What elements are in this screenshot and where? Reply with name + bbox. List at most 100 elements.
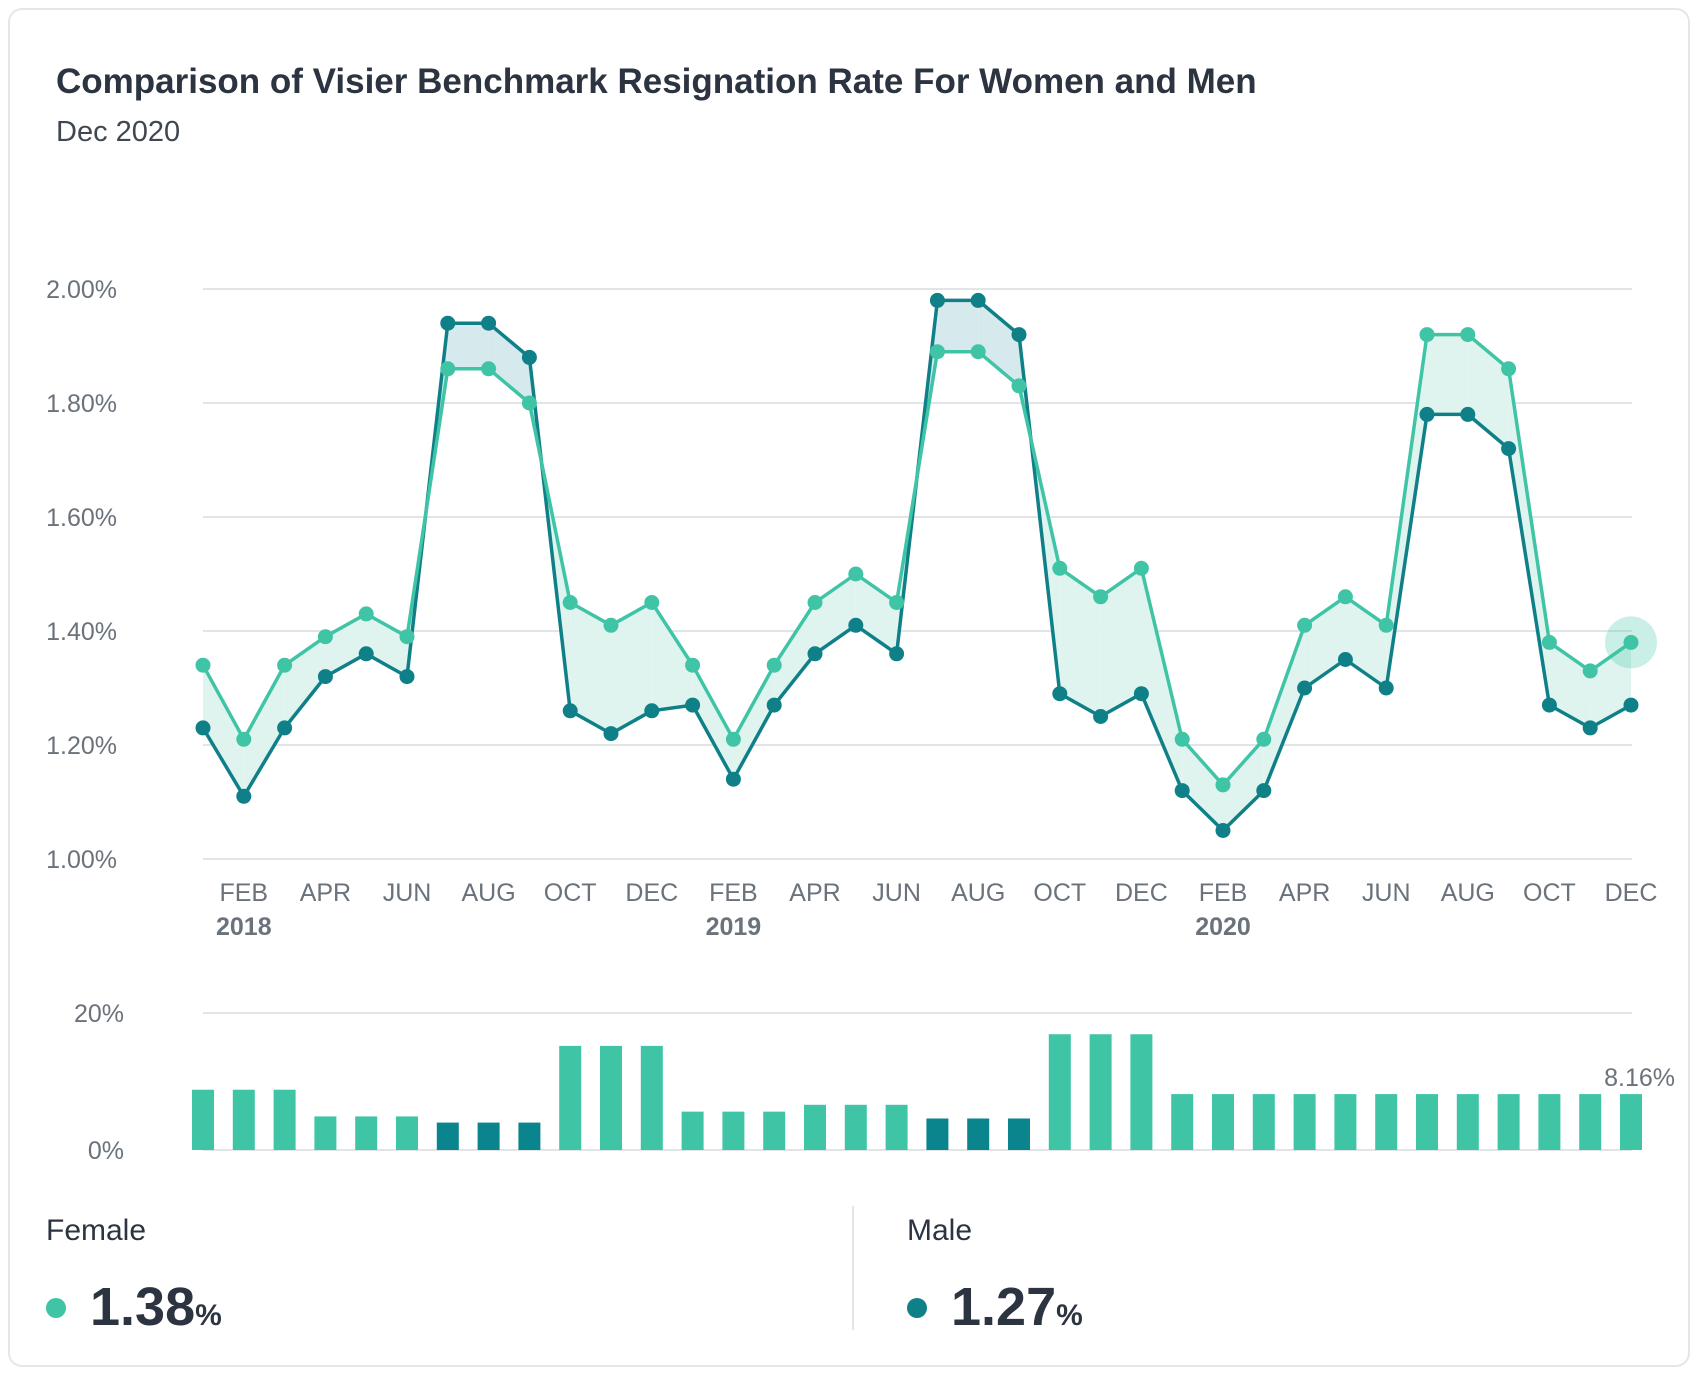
bar: [722, 1111, 745, 1150]
y-tick-label: 1.40%: [46, 618, 117, 646]
female-series-line: [201, 332, 1633, 787]
bar: [600, 1045, 622, 1150]
difference-area: [855, 574, 897, 654]
female-point: [1419, 327, 1435, 343]
female-point: [358, 606, 374, 622]
female-point: [1623, 634, 1639, 650]
bar: [844, 1104, 867, 1150]
bar: [1538, 1094, 1561, 1150]
x-tick-label: OCT: [1033, 879, 1086, 907]
difference-area: [651, 602, 693, 711]
male-point: [970, 292, 986, 308]
x-tick-label: JUN: [872, 879, 921, 907]
male-point: [236, 788, 252, 804]
bar-layer: 0% 20% 8.16%: [74, 1000, 1675, 1165]
female-point: [317, 629, 333, 645]
female-point: [1174, 731, 1190, 747]
female-point: [1501, 361, 1517, 377]
female-point: [970, 344, 986, 360]
male-point: [603, 726, 619, 742]
bar: [355, 1116, 378, 1150]
male-point: [848, 617, 864, 633]
x-tick-label: FEB: [709, 879, 758, 907]
male-point: [1011, 327, 1027, 343]
x-tick-label: AUG: [1441, 879, 1495, 907]
bar: [1416, 1094, 1438, 1150]
x-tick-label: JUN: [383, 879, 432, 907]
x-tick-label: AUG: [462, 879, 516, 907]
male-point: [1174, 783, 1190, 799]
legend-male: Male 1.27%: [907, 1214, 1083, 1337]
female-point: [562, 595, 578, 610]
female-point: [277, 657, 293, 673]
difference-area: [1059, 568, 1101, 717]
female-point: [889, 595, 905, 610]
legend-female: Female 1.38%: [46, 1214, 222, 1337]
female-point: [807, 595, 823, 610]
bar: [1089, 1034, 1112, 1150]
legend-divider: [852, 1206, 854, 1330]
female-point: [1215, 777, 1231, 793]
bar: [192, 1089, 214, 1150]
male-point: [1541, 697, 1557, 713]
bar: [477, 1122, 500, 1150]
female-point: [1541, 634, 1557, 650]
male-point: [195, 720, 211, 736]
male-point: [481, 315, 497, 331]
legend-female-label: Female: [46, 1214, 147, 1247]
x-tick-label: APR: [1279, 879, 1330, 907]
female-point: [1337, 589, 1353, 605]
male-point: [277, 720, 293, 736]
year-label: 2019: [706, 913, 762, 941]
bar-y-tick-label: 20%: [74, 1000, 124, 1028]
male-point: [1501, 441, 1517, 457]
male-point: [1215, 823, 1231, 838]
bar: [314, 1116, 337, 1150]
difference-area: [1386, 334, 1427, 688]
difference-area: [611, 602, 652, 734]
female-point: [195, 657, 211, 673]
bar: [1620, 1094, 1642, 1150]
female-point: [685, 657, 701, 673]
bar-value-label: 8.16%: [1604, 1064, 1675, 1092]
male-point: [440, 315, 456, 331]
x-tick-label: DEC: [625, 879, 678, 907]
bar: [926, 1118, 949, 1150]
x-tick-label: AUG: [951, 879, 1005, 907]
female-point: [1297, 617, 1313, 633]
bar: [763, 1111, 786, 1150]
male-point: [1460, 406, 1476, 422]
bar: [396, 1116, 418, 1150]
x-tick-label: FEB: [1199, 879, 1248, 907]
male-point: [1582, 720, 1598, 736]
male-dot-icon: [907, 1298, 927, 1318]
difference-area: [203, 665, 244, 797]
difference-area: [366, 613, 407, 677]
x-tick-label: OCT: [544, 879, 597, 907]
point-layer: [195, 292, 1657, 838]
bar: [1497, 1094, 1520, 1150]
bar: [1579, 1094, 1602, 1150]
female-point: [481, 361, 497, 377]
male-point: [644, 703, 660, 719]
bar: [1456, 1094, 1479, 1150]
difference-area: [1100, 568, 1142, 717]
bar: [559, 1045, 582, 1150]
x-tick-label: FEB: [219, 879, 268, 907]
female-point: [1093, 589, 1109, 605]
difference-area: [774, 602, 815, 706]
male-point: [399, 669, 415, 685]
x-tick-label: DEC: [1605, 879, 1658, 907]
female-point: [725, 731, 741, 747]
female-point: [644, 595, 660, 610]
bar: [681, 1111, 704, 1150]
difference-area: [488, 323, 530, 403]
chart-title: Comparison of Visier Benchmark Resignati…: [56, 62, 1257, 101]
difference-area: [1467, 334, 1509, 449]
female-point: [440, 361, 456, 377]
difference-area: [243, 665, 285, 797]
legend-male-label: Male: [907, 1214, 973, 1247]
x-tick-label: APR: [789, 879, 840, 907]
difference-area: [1427, 334, 1468, 415]
